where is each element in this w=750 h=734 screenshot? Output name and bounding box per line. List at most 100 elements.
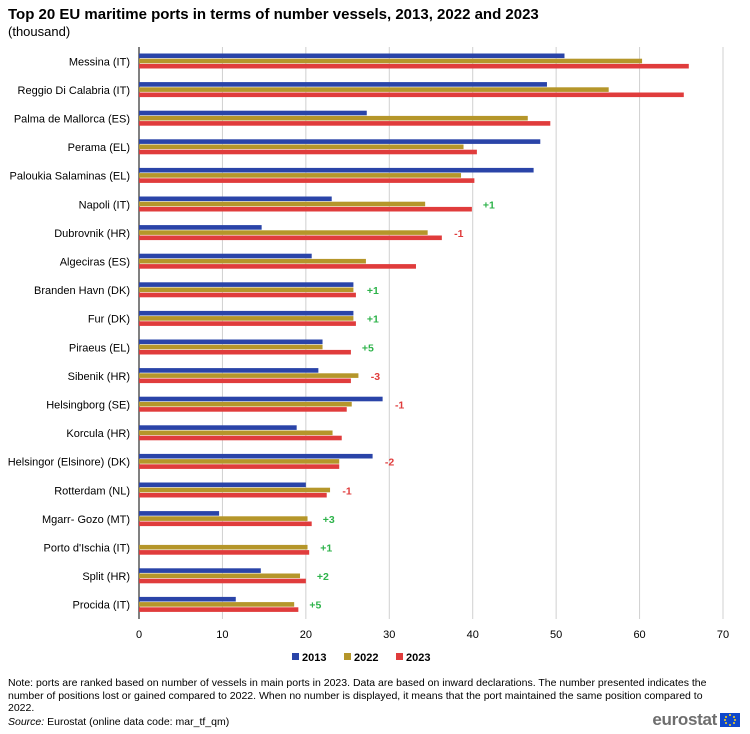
bar-2022 [139, 602, 295, 607]
rank-change-label: +1 [367, 314, 379, 326]
legend-label: 2023 [406, 652, 430, 664]
category-label: Fur (DK) [88, 314, 130, 326]
bar-2023 [139, 521, 312, 527]
bar-2013 [139, 396, 383, 402]
rank-change-label: -1 [395, 400, 404, 412]
bar-2013 [139, 167, 534, 173]
category-label: Mgarr- Gozo (MT) [42, 514, 130, 526]
bar-2013 [139, 110, 367, 116]
bar-2013 [139, 453, 373, 459]
bar-2023 [139, 378, 351, 384]
bar-2013 [139, 139, 541, 144]
chart-title: Top 20 EU maritime ports in terms of num… [8, 6, 539, 23]
bar-2023 [139, 321, 356, 326]
category-label: Helsingor (Elsinore) (DK) [8, 457, 130, 469]
bar-2023 [139, 435, 342, 441]
bar-2023 [139, 206, 472, 212]
bar-2022 [139, 287, 354, 293]
legend-swatch-2013 [292, 653, 299, 660]
x-tick-label: 70 [717, 629, 729, 641]
source-text: Eurostat (online data code: mar_tf_qm) [44, 716, 230, 728]
category-label: Procida (IT) [73, 600, 130, 612]
logo-text: eurostat [652, 710, 717, 729]
bar-2022 [139, 573, 301, 579]
bar-2022 [139, 173, 462, 178]
bar-chart: 0 10 20 30 40 50 60 70 Messina (IT) Reggio Di Cal… [8, 47, 729, 664]
x-tick-label: 50 [550, 629, 562, 641]
bar-2023 [139, 121, 551, 126]
bar-2013 [139, 82, 547, 87]
bar-2013 [139, 425, 297, 430]
bar-2023 [139, 578, 306, 584]
bar-2023 [139, 464, 340, 469]
bar-2013 [139, 596, 236, 602]
bar-2013 [139, 368, 319, 373]
category-label: Helsingborg (SE) [46, 400, 130, 412]
category-label: Algeciras (ES) [60, 257, 130, 269]
eurostat-logo: eurostat [652, 710, 740, 730]
bar-2023 [139, 149, 477, 155]
bar-2022 [139, 258, 366, 264]
rank-change-label: +1 [320, 543, 332, 555]
bar-2022 [139, 459, 340, 464]
bar-2013 [139, 310, 354, 316]
bar-2013 [139, 253, 312, 259]
category-label: Messina (IT) [69, 56, 130, 68]
bar-2023 [139, 407, 347, 412]
chart-subtitle: (thousand) [8, 24, 71, 39]
rank-change-label: -1 [454, 228, 463, 240]
bar-2013 [139, 282, 354, 287]
bar-2022 [139, 430, 333, 436]
rank-change-label: +1 [483, 199, 495, 211]
x-tick-label: 10 [216, 629, 228, 641]
bar-2022 [139, 316, 354, 321]
rank-change-label: +5 [309, 600, 321, 612]
x-tick-label: 40 [467, 629, 479, 641]
bar-2013 [139, 196, 332, 202]
rank-change-label: -2 [385, 457, 394, 469]
bar-2023 [139, 349, 351, 355]
x-tick-label: 30 [383, 629, 395, 641]
category-label: Napoli (IT) [79, 199, 130, 211]
rank-change-label: +5 [362, 342, 374, 354]
x-tick-label: 20 [300, 629, 312, 641]
legend-label: 2022 [354, 652, 378, 664]
bar-2023 [139, 264, 416, 269]
bar-2022 [139, 115, 528, 121]
rank-change-label: +2 [317, 571, 329, 583]
bar-2022 [139, 373, 359, 378]
rank-change-label: -1 [342, 485, 351, 497]
bar-2022 [139, 87, 609, 92]
category-label: Split (HR) [82, 571, 130, 583]
rank-change-label: -3 [371, 371, 380, 383]
bar-2022 [139, 516, 308, 521]
bar-2013 [139, 225, 262, 230]
bar-2013 [139, 482, 306, 488]
bar-2022 [139, 344, 323, 350]
category-label: Paloukia Salaminas (EL) [10, 171, 130, 183]
bar-2022 [139, 201, 426, 207]
rank-change-label: +3 [323, 514, 335, 526]
category-label: Branden Havn (DK) [34, 285, 130, 297]
bar-2023 [139, 178, 475, 183]
bar-2022 [139, 401, 352, 407]
category-label: Piraeus (EL) [69, 342, 130, 354]
bar-2023 [139, 92, 684, 98]
x-tick-label: 60 [633, 629, 645, 641]
bar-2022 [139, 144, 464, 150]
chart-note: Note: ports are ranked based on number o… [8, 677, 707, 714]
category-label: Sibenik (HR) [68, 371, 130, 383]
bar-2013 [139, 511, 220, 516]
legend-swatch-2023 [396, 653, 403, 660]
bar-2023 [139, 492, 327, 498]
bar-2022 [139, 58, 643, 64]
category-label: Porto d'Ischia (IT) [44, 543, 130, 555]
eu-flag-icon [720, 713, 740, 727]
category-label: Perama (EL) [68, 142, 130, 154]
bar-2022 [139, 230, 428, 235]
category-label: Dubrovnik (HR) [54, 228, 130, 240]
bar-2023 [139, 550, 310, 555]
bar-2022 [139, 487, 331, 493]
category-label: Korcula (HR) [66, 428, 130, 440]
legend-label: 2013 [302, 652, 326, 664]
